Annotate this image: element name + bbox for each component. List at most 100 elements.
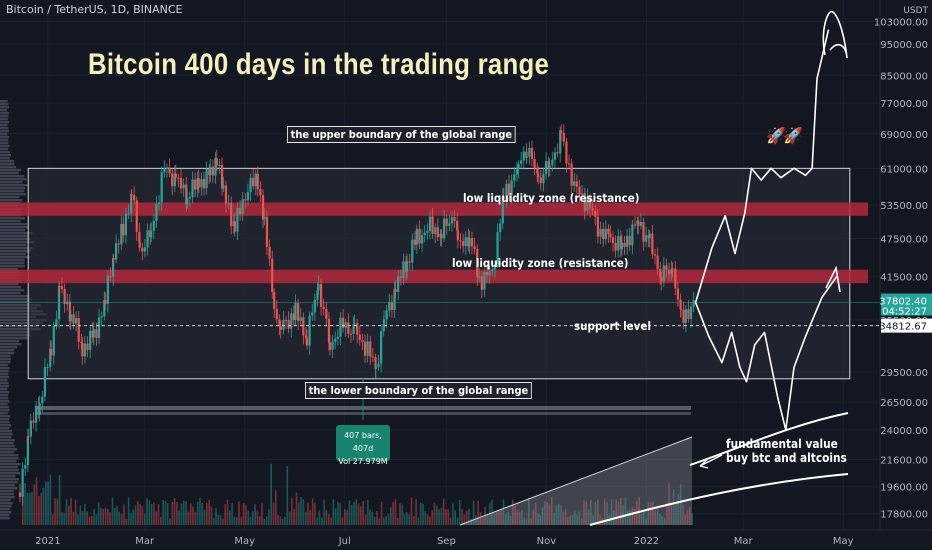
volume-bar	[252, 511, 254, 525]
volume-bar	[461, 509, 463, 525]
volume-profile-bar	[0, 175, 25, 178]
volume-profile-bar	[0, 145, 10, 148]
volume-bar	[578, 511, 581, 525]
support-label: support level	[574, 319, 652, 333]
candle-body	[27, 436, 30, 438]
volume-profile-bar	[0, 439, 15, 442]
volume-bar	[123, 504, 125, 525]
candle-body	[625, 235, 629, 248]
candle-body	[380, 331, 383, 364]
time-tick-label: Jul	[338, 536, 351, 547]
volume-profile-bar	[0, 328, 41, 331]
symbol-title[interactable]: Bitcoin / TetherUS, 1D, BINANCE	[6, 3, 183, 16]
volume-bar	[624, 497, 627, 525]
volume-bar	[22, 487, 24, 525]
volume-bar	[300, 497, 302, 525]
volume-bar	[79, 505, 82, 525]
candle-body	[645, 235, 648, 242]
volume-bar	[362, 501, 364, 525]
volume-bar	[240, 516, 243, 525]
volume-profile-bar	[0, 469, 19, 472]
candle-body	[405, 261, 409, 272]
volume-bar	[408, 514, 410, 525]
volume-bar	[417, 517, 420, 525]
candle-body	[366, 341, 369, 356]
volume-bar	[507, 511, 509, 525]
volume-profile-bar	[0, 418, 10, 421]
volume-profile-bar	[0, 247, 33, 250]
candle-body	[684, 309, 687, 323]
volume-bar	[291, 498, 293, 525]
volume-profile-bar	[0, 400, 10, 403]
price-tick-label: 77000.00	[880, 99, 928, 110]
candle-body	[117, 243, 120, 245]
volume-bar	[309, 510, 312, 525]
candle-body	[499, 223, 502, 233]
currency-label: USDT	[903, 6, 928, 16]
volume-profile-bar	[0, 115, 9, 118]
volume-bar	[224, 504, 226, 525]
volume-bar	[270, 463, 272, 525]
time-axis: 2021 Mar May Jul Sep Nov 2022 Mar May	[0, 529, 932, 550]
fundamental-line-upper	[689, 412, 849, 466]
volume-bar	[254, 504, 256, 525]
volume-bar	[419, 502, 422, 525]
volume-profile-bar	[0, 502, 13, 505]
volume-bar	[196, 502, 199, 525]
volume-profile-bar	[0, 349, 15, 352]
volume-bar	[493, 513, 496, 525]
volume-bar	[426, 514, 429, 525]
price-tick-label: 24000.00	[880, 426, 928, 437]
volume-bar	[346, 510, 348, 525]
candle-body	[112, 258, 115, 260]
volume-profile-bar	[0, 388, 8, 391]
candle-body	[297, 303, 300, 321]
candle-body	[637, 220, 640, 226]
candle-body	[311, 312, 314, 316]
volume-profile-bar	[0, 430, 12, 433]
candle-body	[491, 269, 494, 272]
candle-body	[246, 192, 250, 201]
candle-body	[399, 276, 402, 279]
candle-body	[271, 258, 274, 293]
candle-body	[682, 309, 685, 323]
forecast-loop	[822, 10, 848, 59]
volume-bar	[548, 504, 551, 525]
volume-profile-bar	[0, 178, 27, 181]
volume-bar	[275, 490, 277, 525]
volume-bar	[597, 499, 599, 525]
volume-profile-bar	[0, 304, 41, 307]
candle-body	[109, 275, 112, 277]
volume-bar	[555, 505, 558, 525]
candle-body	[607, 228, 610, 235]
candle-body	[614, 242, 617, 251]
volume-bar	[546, 501, 548, 525]
volume-bar	[242, 502, 245, 525]
volume-bar	[433, 503, 436, 525]
volume-bar	[424, 511, 427, 525]
volume-bar	[569, 515, 571, 525]
candle-body	[275, 308, 278, 320]
volume-bar	[258, 515, 261, 525]
volume-profile-bar	[0, 142, 9, 145]
volume-bar	[81, 511, 84, 525]
candle-body	[459, 240, 462, 242]
volume-bar	[468, 509, 470, 525]
volume-profile-bar	[0, 160, 15, 163]
price-tick-label: 95000.00	[880, 40, 928, 51]
candle-body	[21, 468, 24, 497]
volume-bar	[212, 517, 215, 525]
lower-boundary-label: the lower boundary of the global range	[305, 382, 532, 399]
candle-body	[106, 275, 109, 304]
volume-bar	[454, 510, 456, 525]
volume-profile-bar	[0, 106, 9, 109]
volume-profile-bar	[0, 184, 29, 187]
price-tick-label: 47500.00	[880, 234, 928, 245]
price-tick-label: 21600.00	[880, 455, 928, 466]
candle-body	[18, 492, 22, 497]
volume-bar	[164, 501, 167, 525]
volume-profile-bar	[0, 412, 8, 415]
volume-profile-bar	[0, 352, 15, 355]
support-price-tag	[881, 318, 932, 333]
